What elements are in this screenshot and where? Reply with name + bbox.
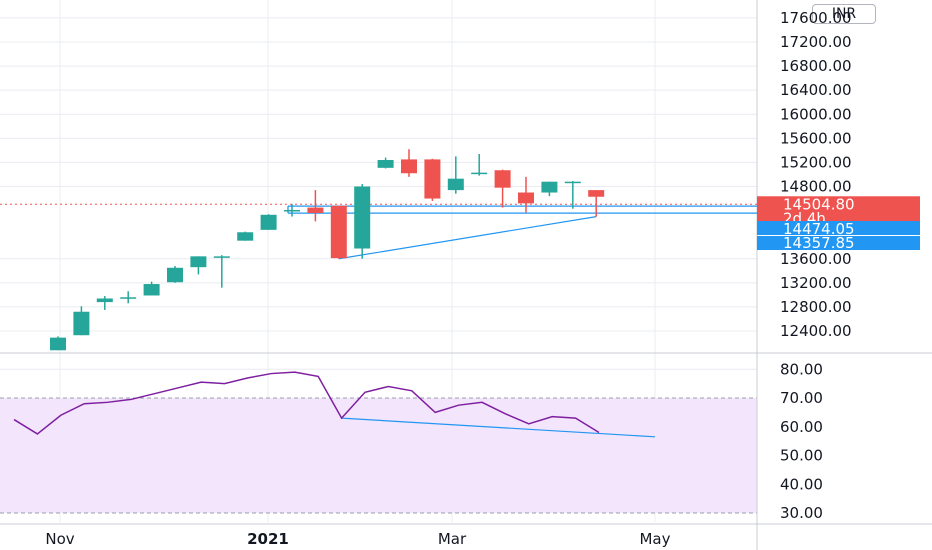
rsi-tick-label: 40.00: [780, 475, 823, 493]
candle-body: [167, 267, 183, 283]
candle-body: [307, 207, 324, 213]
rsi-band-fill: [0, 398, 757, 513]
candle-body: [284, 209, 300, 212]
price-tick-label: 15600.00: [780, 129, 852, 147]
rsi-tick-label: 50.00: [780, 447, 823, 465]
ray-price-badge: [757, 236, 920, 250]
candle-body: [518, 192, 534, 204]
rsi-line: [13, 371, 600, 435]
candle[interactable]: [377, 157, 394, 169]
price-tick-label: 14800.00: [780, 178, 852, 196]
candle-body: [120, 297, 137, 299]
candle[interactable]: [588, 190, 605, 217]
price-tick-label: 16400.00: [780, 81, 852, 99]
candle-body: [354, 186, 371, 249]
candle[interactable]: [494, 169, 511, 208]
candle[interactable]: [50, 336, 66, 351]
candle[interactable]: [237, 231, 254, 241]
candle-body: [213, 256, 230, 258]
ray-price-value: 14474.05: [783, 220, 855, 238]
candle-body: [237, 232, 254, 241]
candle[interactable]: [284, 203, 300, 217]
currency-label[interactable]: INR: [812, 4, 876, 24]
price-tick-label: 17200.00: [780, 33, 852, 51]
candle-body: [143, 284, 160, 296]
candle[interactable]: [330, 205, 347, 259]
time-tick-label: Nov: [45, 530, 74, 548]
price-tick-label: 13200.00: [780, 274, 852, 292]
candle-body: [471, 172, 488, 175]
candle[interactable]: [143, 281, 160, 296]
candle[interactable]: [424, 158, 441, 201]
rsi-series-line: [13, 371, 600, 435]
price-trendline: [338, 216, 597, 260]
price-tick-label: 12800.00: [780, 298, 852, 316]
candle[interactable]: [447, 156, 464, 194]
candle-body: [424, 159, 441, 199]
candle[interactable]: [96, 296, 113, 310]
candle[interactable]: [167, 265, 183, 283]
candle[interactable]: [471, 153, 488, 176]
time-tick-label: May: [639, 530, 670, 548]
candle-body: [588, 190, 605, 197]
candle[interactable]: [518, 176, 534, 213]
rsi-trendline: [341, 417, 656, 438]
price-tick-label: 15200.00: [780, 153, 852, 171]
candle-body: [401, 159, 417, 174]
candle[interactable]: [73, 306, 90, 336]
candle[interactable]: [307, 190, 324, 222]
candle-body: [73, 311, 90, 336]
candle-body: [377, 160, 394, 168]
rsi-tick-label: 60.00: [780, 418, 823, 436]
candle-body: [494, 170, 511, 188]
price-tick-label: 16800.00: [780, 57, 852, 75]
ray-price-badge: [757, 221, 920, 235]
candle-body: [564, 181, 581, 184]
candle[interactable]: [213, 255, 230, 288]
candle[interactable]: [354, 184, 371, 259]
price-tick-label: 16000.00: [780, 105, 852, 123]
price-tick-label: 12400.00: [780, 322, 852, 340]
candle-body: [96, 298, 113, 303]
candle-body: [190, 256, 207, 268]
candles[interactable]: [50, 149, 605, 351]
candle[interactable]: [564, 181, 581, 209]
last-price-value: 14504.80: [783, 195, 855, 213]
ray-price-value: 14357.85: [783, 234, 855, 252]
candle[interactable]: [190, 256, 207, 275]
rsi-tick-label: 30.00: [780, 504, 823, 522]
rsi-tick-label: 70.00: [780, 389, 823, 407]
rsi-band: [0, 397, 757, 514]
candle-body: [260, 214, 277, 230]
rsi-tick-label: 80.00: [780, 360, 823, 378]
candle[interactable]: [260, 214, 277, 230]
candle-body: [541, 181, 558, 193]
time-tick-label: Mar: [438, 530, 467, 548]
candle-body: [50, 337, 66, 351]
price-tick-label: 17600.00: [780, 9, 852, 27]
price-tick-label: 13600.00: [780, 250, 852, 268]
candle[interactable]: [120, 291, 137, 304]
candle-body: [330, 205, 347, 259]
candle[interactable]: [401, 149, 417, 177]
candle[interactable]: [541, 181, 558, 197]
candle-body: [447, 178, 464, 191]
time-tick-label: 2021: [247, 530, 289, 548]
